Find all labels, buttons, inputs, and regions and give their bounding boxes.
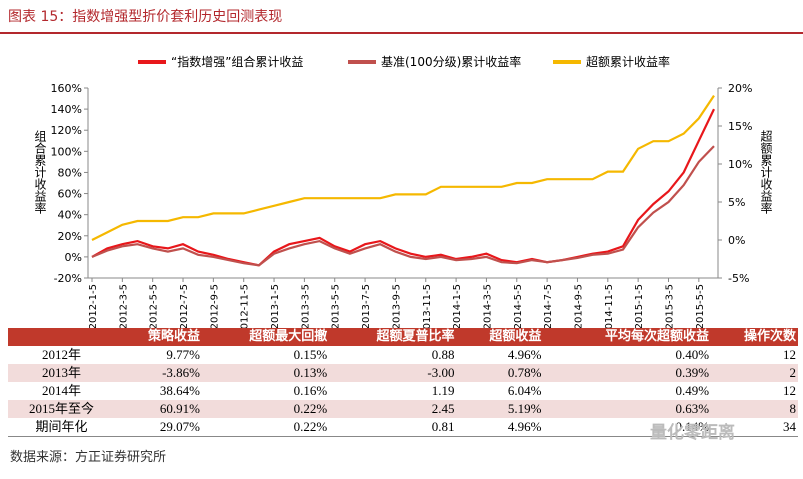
cell: 29.07% [159, 419, 200, 434]
x-tick-label: 2012-7-5 [179, 284, 190, 329]
x-tick-label: 2012-5-5 [149, 284, 160, 329]
cell: 0.40% [675, 347, 710, 362]
cell: 4.96% [507, 347, 542, 362]
header-cell: 操作次数 [711, 328, 798, 346]
cell: 0.39% [543, 364, 712, 382]
y-axis-label: 组合累计收益率 [33, 130, 47, 214]
y2-tick-label: 15% [728, 120, 752, 133]
cell: 0.49% [675, 383, 710, 398]
y-tick-label: 80% [58, 166, 82, 179]
table-row: 2015年至今 60.91% 0.22% 2.45 5.19% 0.63% 8 [8, 400, 798, 418]
x-tick-label: 2015-5-5 [695, 284, 706, 329]
cell: 0.88 [431, 347, 455, 362]
cell: 0.15% [293, 347, 328, 362]
legend-label: 超额累计收益率 [586, 54, 670, 69]
y-tick-label: 0% [65, 251, 82, 264]
cell: 0.81 [431, 419, 455, 434]
cell: 60.91% [115, 400, 202, 418]
x-tick-label: 2014-3-5 [482, 284, 493, 329]
y-tick-label: 60% [58, 188, 82, 201]
y-tick-label: 40% [58, 209, 82, 222]
cell: 34 [783, 419, 796, 434]
x-tick-label: 2014-11-5 [604, 284, 615, 330]
x-tick-label: 2015-1-5 [634, 284, 645, 329]
y-tick-label: 120% [51, 124, 82, 137]
x-tick-label: 2014-9-5 [573, 284, 584, 329]
y2-tick-label: 20% [728, 82, 752, 95]
cell: 12 [783, 347, 796, 362]
cell: 38.64% [159, 383, 200, 398]
y2-tick-label: 10% [728, 158, 752, 171]
y2-axis-label: 超额累计收益率 [759, 129, 773, 214]
cell: 2012年 [42, 347, 82, 362]
cell: 0.13% [201, 364, 330, 382]
cell: 2014年 [42, 383, 82, 398]
x-tick-label: 2014-5-5 [513, 284, 524, 329]
cell: 2 [711, 364, 798, 382]
table-row: 2012年 9.77% 0.15% 0.88 4.96% 0.40% 12 [8, 346, 798, 364]
table-row: 2013年 -3.86% 0.13% -3.00 0.78% 0.39% 2 [8, 364, 798, 382]
series-line [91, 108, 715, 267]
title-rule [0, 32, 803, 34]
chart: 组合累计收益率 超额累计收益率 -20% 0% 20% 40% 60% 80% 100% 12… [33, 54, 773, 330]
y-tick-label: 140% [51, 103, 82, 116]
x-tick-label: 2014-1-5 [452, 284, 463, 329]
cell: 9.77% [166, 347, 200, 362]
source: 数据来源：方正证券研究所 [10, 450, 167, 465]
table-row: 期间年化 29.07% 0.22% 0.81 4.96% 0.14% 34 [8, 418, 798, 437]
x-tick-label: 2013-9-5 [391, 284, 402, 329]
cell: 4.96% [507, 419, 542, 434]
x-tick-label: 2013-5-5 [331, 284, 342, 329]
cell: 2013年 [8, 364, 116, 382]
header-cell: 超额最大回撤 [201, 328, 330, 346]
cell: 0.14% [675, 419, 710, 434]
cell: 12 [783, 383, 796, 398]
y-tick-label: 160% [51, 82, 82, 95]
cell: 2015年至今 [8, 400, 116, 418]
cell: 0.63% [543, 400, 712, 418]
table: 策略收益 超额最大回撤 超额夏普比率 超额收益 平均每次超额收益 操作次数 2012年 9.7… [8, 328, 798, 437]
legend-label: 基准(100分级)累计收益率 [381, 54, 521, 69]
x-tick-label: 2013-7-5 [361, 284, 372, 329]
header-cell: 策略收益 [115, 328, 202, 346]
x-tick-label: 2012-9-5 [209, 284, 220, 329]
cell: 0.22% [293, 419, 328, 434]
y-tick-label: -20% [54, 272, 82, 285]
x-tick-label: 2012-3-5 [118, 284, 129, 329]
series-line [91, 94, 715, 241]
legend-label: “指数增强”组合累计收益 [171, 54, 303, 69]
cell: -3.86% [115, 364, 202, 382]
cell: 0.78% [456, 364, 544, 382]
watermark: 量化零距离 [650, 423, 735, 443]
x-tick-label: 2013-3-5 [300, 284, 311, 329]
x-tick-label: 2012-11-5 [240, 284, 251, 330]
cell: 6.04% [507, 383, 542, 398]
x-tick-label: 2013-1-5 [270, 284, 281, 329]
cell: 0.22% [201, 400, 330, 418]
y-tick-label: 20% [58, 230, 82, 243]
cell: 期间年化 [35, 419, 88, 434]
y2-tick-label: 5% [728, 196, 745, 209]
header-cell: 超额收益 [456, 328, 544, 346]
y-tick-label: 100% [51, 145, 82, 158]
cell: 2.45 [329, 400, 457, 418]
header-cell [8, 328, 116, 346]
x-tick-label: 2015-3-5 [664, 284, 675, 329]
header-cell: 平均每次超额收益 [543, 328, 712, 346]
table-row: 2014年 38.64% 0.16% 1.19 6.04% 0.49% 12 [8, 382, 798, 400]
series-line [91, 145, 715, 267]
x-tick-label: 2014-7-5 [543, 284, 554, 329]
x-tick-label: 2013-11-5 [422, 284, 433, 330]
y2-tick-label: -5% [728, 272, 749, 285]
x-tick-label: 2012-1-5 [88, 284, 99, 329]
cell: -3.00 [329, 364, 457, 382]
cell: 1.19 [431, 383, 455, 398]
cell: 8 [711, 400, 798, 418]
y2-tick-label: 0% [728, 234, 745, 247]
cell: 0.16% [293, 383, 328, 398]
header-cell: 超额夏普比率 [329, 328, 457, 346]
title: 图表 15：指数增强型折价套利历史回测表现 [8, 9, 283, 25]
cell: 5.19% [456, 400, 544, 418]
